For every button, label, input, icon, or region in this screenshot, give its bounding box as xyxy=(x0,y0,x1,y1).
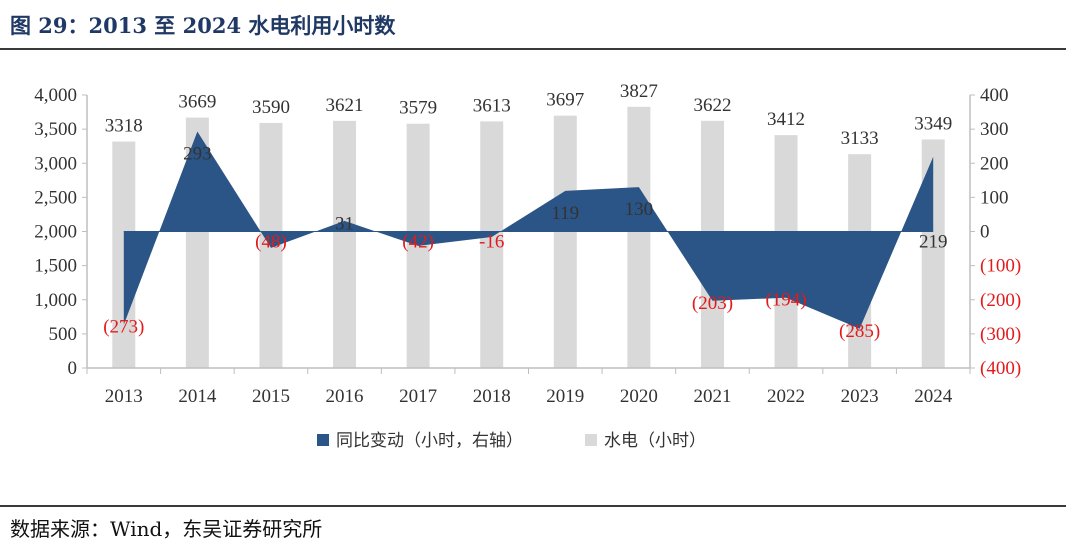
yoy-value-label: 293 xyxy=(183,144,212,165)
x-tick-label: 2017 xyxy=(399,386,437,407)
y-right-tick-label: 0 xyxy=(980,222,990,243)
yoy-value-label: 31 xyxy=(335,214,354,235)
y-left-tick-label: 2,000 xyxy=(34,222,77,243)
y-left-tick-label: 2,500 xyxy=(34,187,77,208)
x-tick-label: 2022 xyxy=(767,386,805,407)
top-divider xyxy=(0,48,1066,50)
yoy-value-label: 119 xyxy=(551,203,579,224)
bar-2013 xyxy=(112,141,136,368)
y-left-tick-label: 3,000 xyxy=(34,153,77,174)
bottom-divider xyxy=(0,505,1066,507)
x-tick-label: 2023 xyxy=(841,386,879,407)
y-right-tick-label: (400) xyxy=(980,358,1021,379)
bar-2017 xyxy=(406,123,430,369)
bar-2020 xyxy=(627,106,651,368)
y-right-tick-label: 400 xyxy=(980,85,1009,106)
bar-value-label: 3621 xyxy=(326,95,364,116)
bar-value-label: 3669 xyxy=(178,92,216,113)
bar-2016 xyxy=(333,120,357,368)
y-right-tick-label: (100) xyxy=(980,256,1021,277)
yoy-value-label: (273) xyxy=(103,317,144,338)
x-tick-label: 2015 xyxy=(252,386,290,407)
chart-title: 图 29：2013 至 2024 水电利用小时数 xyxy=(10,13,396,38)
legend-label-hydro: 水电（小时） xyxy=(604,431,706,451)
source-note: 数据来源：Wind，东吴证券研究所 xyxy=(10,517,323,541)
x-tick-label: 2016 xyxy=(326,386,364,407)
yoy-value-label: (194) xyxy=(765,290,806,311)
x-tick-label: 2020 xyxy=(620,386,658,407)
legend-swatch-yoy xyxy=(317,434,329,446)
y-left-tick-label: 4,000 xyxy=(34,85,77,106)
y-right-tick-label: 200 xyxy=(980,153,1009,174)
bar-value-label: 3613 xyxy=(473,95,511,116)
y-left-tick-label: 1,000 xyxy=(34,290,77,311)
bar-value-label: 3827 xyxy=(620,81,658,102)
yoy-value-label: (48) xyxy=(255,232,287,253)
y-right-tick-label: 300 xyxy=(980,119,1009,140)
y-left-tick-label: 1,500 xyxy=(34,256,77,277)
x-tick-label: 2018 xyxy=(473,386,511,407)
x-tick-label: 2019 xyxy=(546,386,584,407)
x-tick-label: 2021 xyxy=(693,386,731,407)
bar-value-label: 3349 xyxy=(914,113,952,134)
bar-2019 xyxy=(553,115,577,368)
y-right-tick-label: (300) xyxy=(980,324,1021,345)
yoy-value-label: (203) xyxy=(692,293,733,314)
y-left-tick-label: 500 xyxy=(49,324,78,345)
yoy-change-area xyxy=(123,131,934,329)
y-left-tick-label: 3,500 xyxy=(34,119,77,140)
yoy-value-label: (42) xyxy=(402,232,434,253)
yoy-value-label: 219 xyxy=(919,232,948,253)
bar-value-label: 3590 xyxy=(252,97,290,118)
y-right-tick-label: (200) xyxy=(980,290,1021,311)
bar-value-label: 3697 xyxy=(546,90,584,111)
yoy-value-label: (285) xyxy=(839,321,880,342)
x-tick-label: 2024 xyxy=(914,386,953,407)
yoy-value-label: -16 xyxy=(479,232,504,253)
bar-value-label: 3622 xyxy=(693,95,731,116)
legend-label-yoy: 同比变动（小时，右轴） xyxy=(336,431,523,451)
y-right-tick-label: 100 xyxy=(980,187,1009,208)
bar-value-label: 3318 xyxy=(105,116,143,137)
x-tick-label: 2013 xyxy=(105,386,143,407)
legend-swatch-hydro xyxy=(585,434,597,446)
bar-value-label: 3412 xyxy=(767,109,805,130)
bar-2018 xyxy=(480,121,504,368)
yoy-value-label: 130 xyxy=(625,199,654,220)
bar-value-label: 3579 xyxy=(399,98,437,119)
bar-value-label: 3133 xyxy=(841,128,879,149)
x-tick-label: 2014 xyxy=(178,386,217,407)
y-left-tick-label: 0 xyxy=(68,358,78,379)
